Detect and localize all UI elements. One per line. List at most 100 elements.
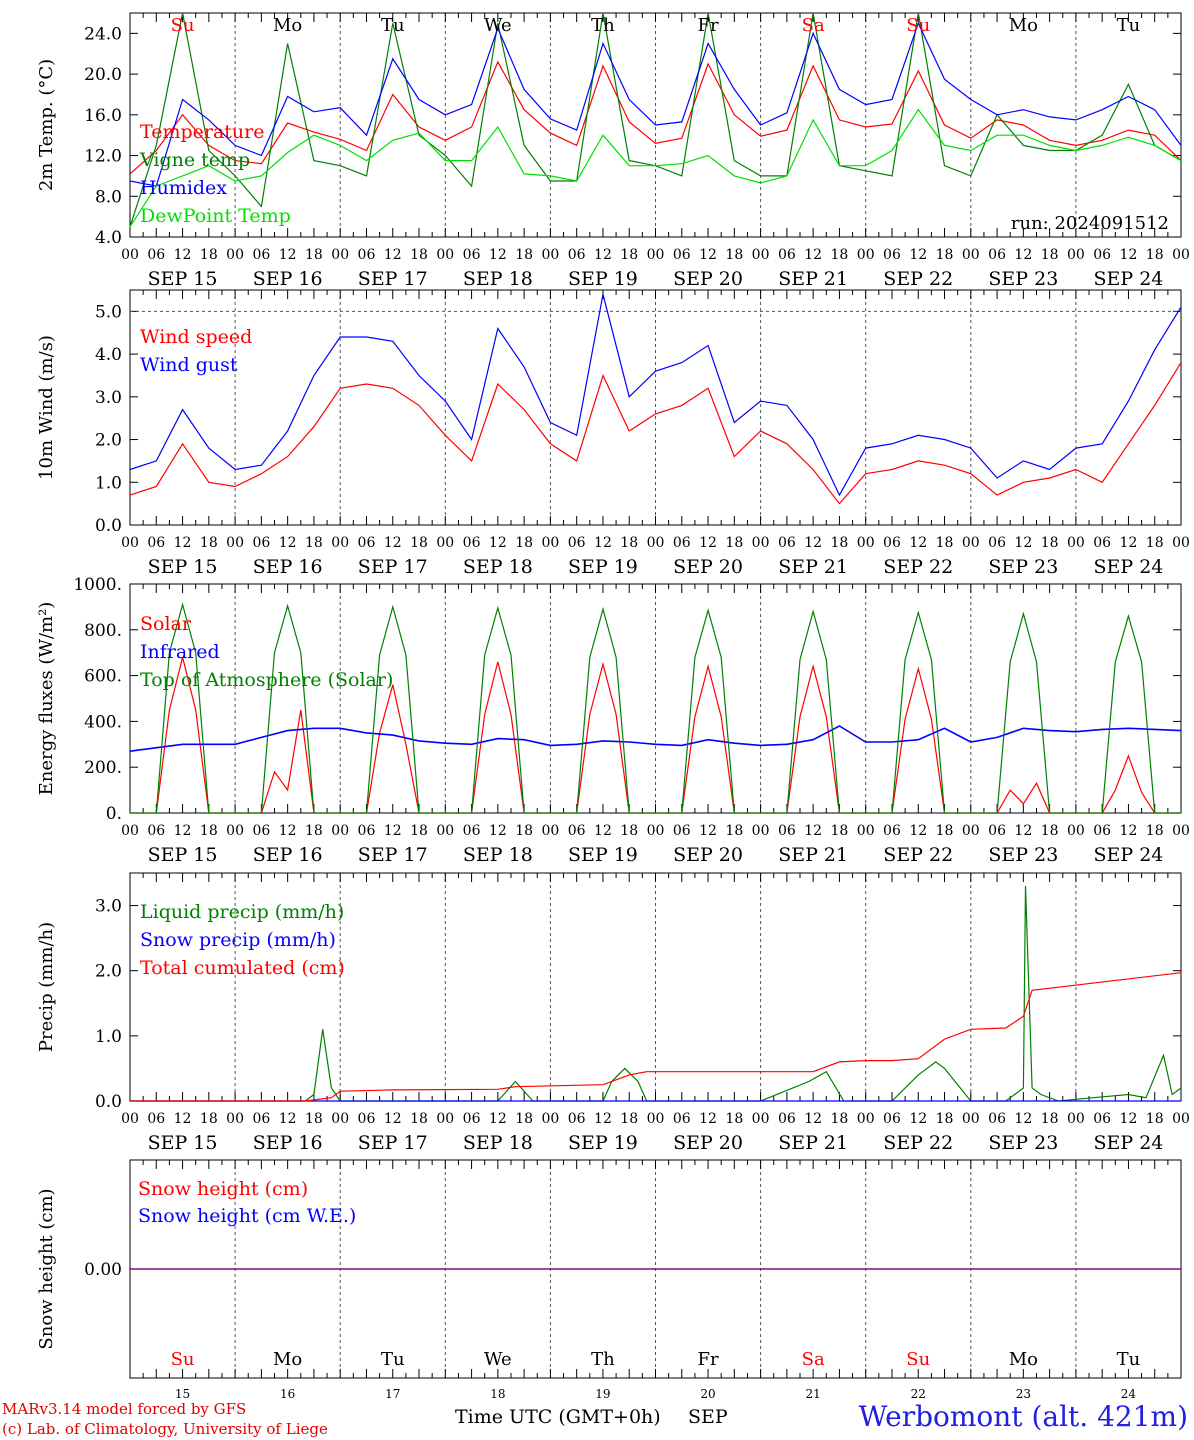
station-name: Werbomont (alt. 421m): [858, 1400, 1188, 1433]
hour-tick-label: 06: [1093, 823, 1111, 839]
hour-tick-label: 00: [121, 1111, 139, 1127]
series-humidex: [129, 21, 1182, 187]
y-tick-label: 0.00: [84, 1260, 122, 1280]
date-label: SEP 20: [673, 844, 743, 866]
hour-tick-label: 06: [252, 247, 270, 263]
y-tick-label: 4.0: [95, 228, 122, 248]
hour-tick-label: 00: [121, 823, 139, 839]
weekday-label: Fr: [698, 1349, 719, 1370]
hour-tick-label: 12: [1014, 247, 1032, 263]
date-label: SEP 17: [358, 1132, 428, 1154]
legend-solar: Solar: [140, 613, 192, 635]
hour-tick-label: 06: [568, 247, 586, 263]
hour-tick-label: 18: [620, 823, 638, 839]
hour-tick-label: 12: [909, 535, 927, 551]
hour-tick-label: 00: [962, 535, 980, 551]
hour-tick-label: 18: [200, 535, 218, 551]
model-credit: MARv3.14 model forced by GFS: [2, 1400, 247, 1418]
weekday-label: Tu: [381, 15, 405, 36]
y-tick-label: 16.0: [84, 106, 122, 126]
x-axis-title: Time UTC (GMT+0h): [455, 1406, 661, 1428]
hour-tick-label: 00: [541, 247, 559, 263]
hour-tick-label: 00: [1172, 823, 1190, 839]
y-tick-label: 1000.: [73, 575, 122, 595]
hour-tick-label: 00: [647, 535, 665, 551]
hour-tick-label: 18: [410, 1111, 428, 1127]
hour-tick-label: 18: [725, 823, 743, 839]
hour-tick-label: 18: [831, 535, 849, 551]
day-number: 17: [385, 1387, 400, 1401]
weekday-label: Tu: [1117, 1349, 1141, 1370]
hour-tick-label: 06: [778, 535, 796, 551]
date-label: SEP 16: [253, 556, 323, 578]
date-label: SEP 17: [358, 844, 428, 866]
date-label: SEP 20: [673, 268, 743, 290]
weekday-label: We: [484, 15, 512, 36]
legend-temperature: Temperature: [140, 121, 264, 143]
hour-tick-label: 00: [857, 823, 875, 839]
hour-tick-label: 18: [831, 823, 849, 839]
hour-tick-label: 00: [962, 1111, 980, 1127]
hour-tick-label: 12: [174, 247, 192, 263]
hour-tick-label: 00: [1067, 535, 1085, 551]
hour-tick-label: 06: [988, 535, 1006, 551]
hour-tick-label: 06: [778, 1111, 796, 1127]
weekday-label: Tu: [1117, 15, 1141, 36]
y-tick-label: 0.0: [95, 1092, 122, 1112]
hour-tick-label: 12: [699, 535, 717, 551]
y-tick-label: 2.0: [95, 962, 122, 982]
hour-tick-label: 00: [436, 1111, 454, 1127]
hour-tick-label: 18: [936, 1111, 954, 1127]
hour-tick-label: 18: [725, 247, 743, 263]
hour-tick-label: 00: [1067, 247, 1085, 263]
hour-tick-label: 06: [673, 535, 691, 551]
legend-humidex: Humidex: [140, 177, 227, 199]
weekday-label: Mo: [273, 15, 302, 36]
date-label: SEP 20: [673, 556, 743, 578]
hour-tick-label: 00: [647, 247, 665, 263]
hour-tick-label: 12: [174, 823, 192, 839]
hour-tick-label: 18: [305, 823, 323, 839]
run-label: run: 2024091512: [1011, 213, 1169, 234]
weekday-label: Su: [171, 15, 195, 36]
day-number: 20: [700, 1387, 715, 1401]
hour-tick-label: 00: [226, 823, 244, 839]
hour-tick-label: 18: [410, 823, 428, 839]
date-label: SEP 24: [1094, 556, 1164, 578]
legend-vigne-temp: Vigne temp: [139, 149, 250, 171]
date-label: SEP 15: [148, 556, 218, 578]
date-label: SEP 17: [358, 268, 428, 290]
y-axis-label: Snow height (cm): [36, 1188, 57, 1349]
day-number: 21: [806, 1387, 821, 1401]
y-tick-label: 24.0: [84, 24, 122, 44]
y-tick-label: 8.0: [95, 187, 122, 207]
hour-tick-label: 12: [174, 535, 192, 551]
date-label: SEP 16: [253, 268, 323, 290]
hour-tick-label: 00: [331, 535, 349, 551]
hour-tick-label: 06: [673, 823, 691, 839]
hour-tick-label: 06: [988, 823, 1006, 839]
weekday-label: Mo: [1009, 15, 1038, 36]
date-label: SEP 19: [568, 556, 638, 578]
hour-tick-label: 00: [121, 535, 139, 551]
hour-tick-label: 18: [1041, 1111, 1059, 1127]
y-tick-label: 1.0: [95, 1027, 122, 1047]
hour-tick-label: 06: [147, 247, 165, 263]
hour-tick-label: 18: [831, 1111, 849, 1127]
date-label: SEP 16: [253, 1132, 323, 1154]
hour-tick-label: 06: [463, 823, 481, 839]
day-number: 23: [1016, 1387, 1031, 1401]
hour-tick-label: 18: [936, 823, 954, 839]
y-tick-label: 20.0: [84, 65, 122, 85]
date-label: SEP 22: [883, 844, 953, 866]
hour-tick-label: 00: [647, 1111, 665, 1127]
hour-tick-label: 12: [1120, 823, 1138, 839]
y-tick-label: 4.0: [95, 345, 122, 365]
date-label: SEP 23: [988, 556, 1058, 578]
hour-tick-label: 00: [1067, 1111, 1085, 1127]
hour-tick-label: 12: [1120, 247, 1138, 263]
hour-tick-label: 12: [279, 823, 297, 839]
date-label: SEP 24: [1094, 844, 1164, 866]
hour-tick-label: 06: [568, 1111, 586, 1127]
